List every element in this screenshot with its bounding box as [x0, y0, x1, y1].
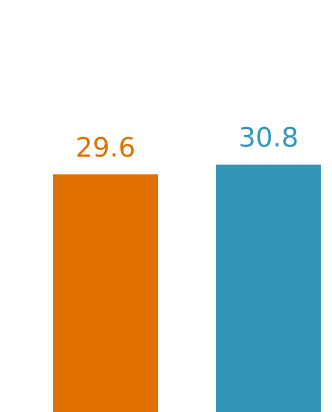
bar-group	[53, 164, 321, 412]
bar-2	[216, 164, 321, 412]
bar-1	[53, 174, 158, 412]
data-label-2: 30.8	[238, 123, 298, 154]
data-label-group: 29.6 30.8	[75, 123, 298, 164]
data-label-1: 29.6	[75, 132, 135, 163]
